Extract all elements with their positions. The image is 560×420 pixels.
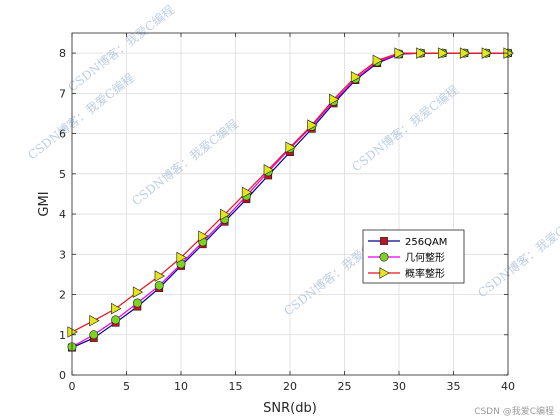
- data-point: [198, 230, 209, 242]
- legend-item: 256QAM: [368, 237, 447, 248]
- data-point: [132, 298, 142, 308]
- legend-label: 几何整形: [405, 251, 445, 264]
- y-tick-label: 7: [59, 87, 66, 100]
- data-point: [263, 164, 275, 176]
- data-point: [220, 208, 231, 221]
- x-axis-label: SNR(db): [263, 401, 317, 416]
- x-tick-label: 25: [338, 380, 352, 393]
- data-point: [394, 47, 405, 59]
- x-tick-label: 10: [174, 380, 188, 393]
- y-tick-label: 5: [59, 168, 66, 181]
- data-point: [111, 315, 121, 325]
- credit-text: CSDN @我爱C编程: [474, 405, 554, 417]
- legend-item: 几何整形: [368, 251, 445, 264]
- legend-marker: [380, 237, 388, 245]
- data-point: [481, 47, 493, 59]
- y-tick-label: 6: [59, 128, 66, 141]
- data-point: [176, 251, 187, 264]
- data-point: [350, 71, 362, 83]
- data-point: [89, 330, 99, 340]
- series-3: [67, 47, 514, 338]
- legend-marker: [379, 252, 389, 262]
- x-tick-label: 35: [447, 380, 461, 393]
- x-tick-label: 15: [229, 380, 243, 393]
- data-point: [241, 186, 253, 199]
- y-tick-label: 0: [59, 369, 66, 382]
- data-point: [154, 281, 164, 291]
- tick-labels: 0 5 10 15 20 25 30 35 40 0 1 2 3 4 5 6 7 8: [59, 33, 515, 393]
- data-point: [459, 47, 471, 59]
- data-point: [111, 302, 122, 315]
- legend-marker: [379, 267, 390, 279]
- y-tick-label: 2: [59, 289, 66, 302]
- data-point: [285, 141, 296, 153]
- x-tick-label: 40: [501, 380, 515, 393]
- y-tick-label: 1: [59, 329, 66, 342]
- x-tick-label: 0: [69, 380, 76, 393]
- data-point: [438, 47, 449, 59]
- data-point: [89, 314, 100, 327]
- y-tick-label: 3: [59, 248, 66, 261]
- data-point: [503, 47, 514, 59]
- data-point: [416, 47, 427, 59]
- x-tick-label: 30: [392, 380, 406, 393]
- data-point: [132, 286, 144, 298]
- x-tick-label: 20: [283, 380, 297, 393]
- series-layer: [67, 47, 514, 352]
- y-tick-label: 8: [59, 47, 66, 60]
- data-point: [307, 119, 318, 131]
- y-axis-label: GMI: [37, 191, 52, 216]
- x-tick-label: 5: [123, 380, 130, 393]
- legend-item: 概率整形: [368, 267, 445, 280]
- legend-label: 256QAM: [405, 237, 447, 248]
- data-point: [372, 54, 384, 67]
- y-tick-label: 4: [59, 208, 66, 221]
- data-point: [154, 270, 166, 282]
- data-point: [329, 93, 340, 106]
- legend-label: 概率整形: [405, 267, 445, 280]
